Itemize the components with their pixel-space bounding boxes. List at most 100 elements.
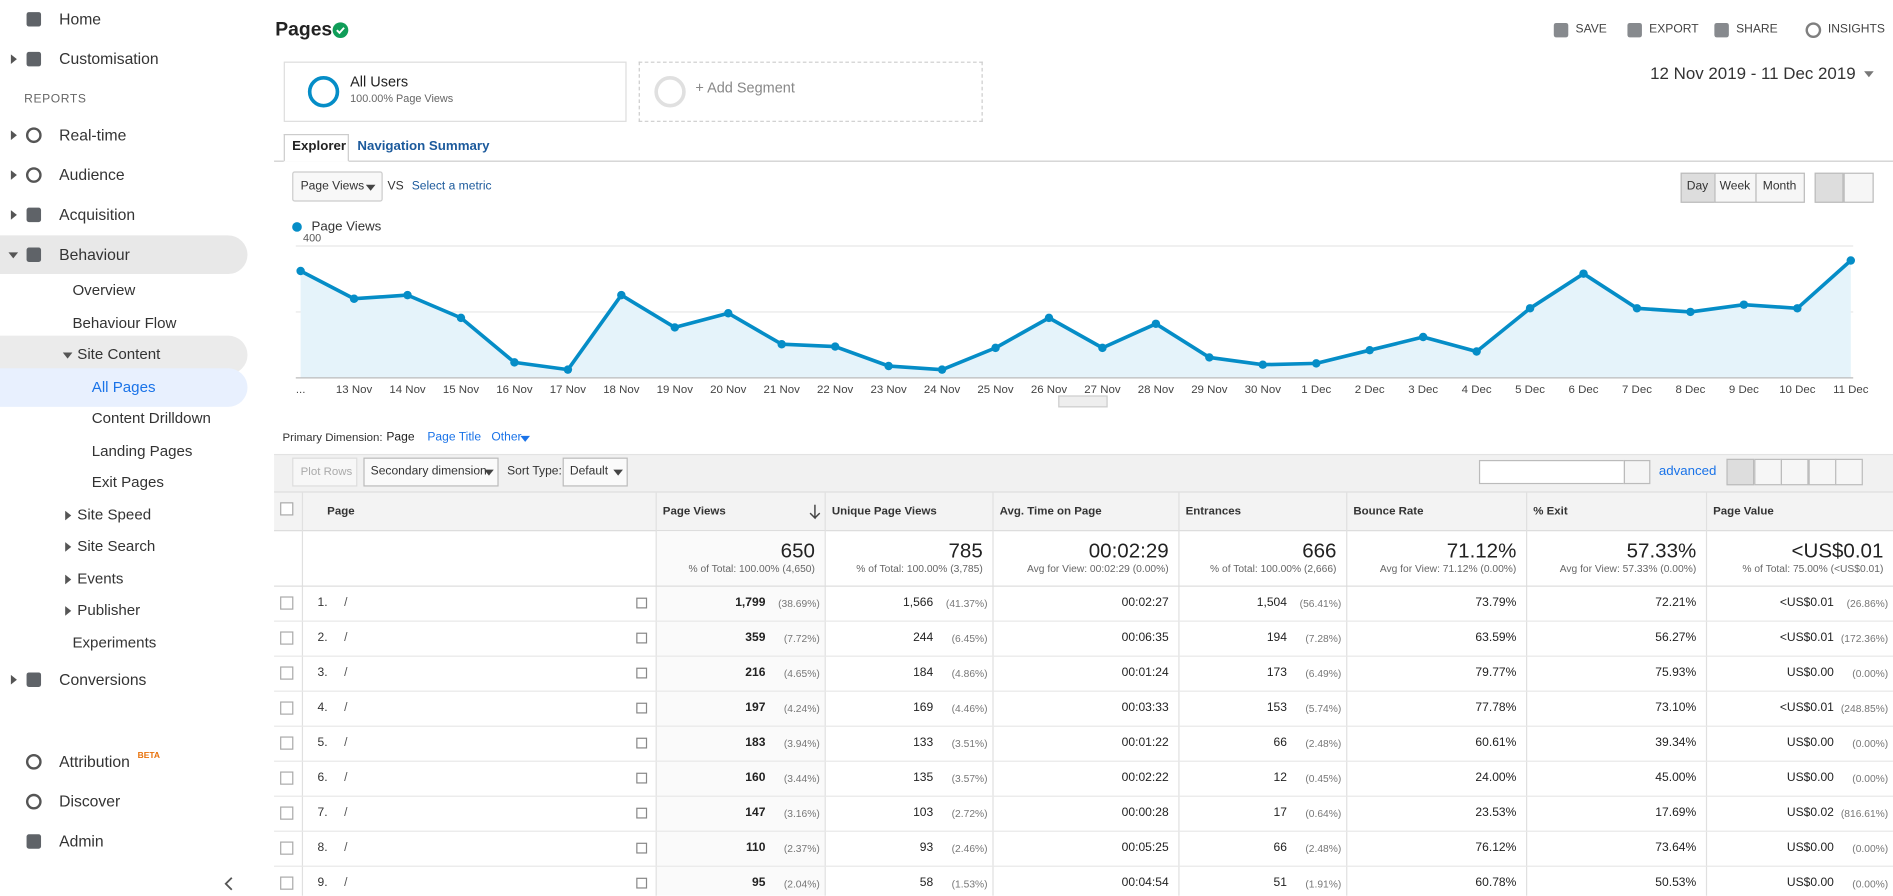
data-point[interactable] [1044, 313, 1054, 323]
add-segment-box[interactable] [638, 61, 983, 122]
page-path[interactable]: / [344, 630, 348, 645]
nav-item[interactable]: Site Content [77, 345, 161, 363]
page-path[interactable]: / [344, 875, 348, 890]
page-path[interactable]: / [344, 700, 348, 715]
nav-item[interactable]: Site Search [77, 537, 156, 555]
open-link-icon[interactable] [636, 737, 648, 748]
view-button[interactable] [1808, 458, 1837, 486]
nav-item[interactable]: Acquisition [59, 205, 136, 224]
data-point[interactable] [1151, 319, 1161, 329]
row-checkbox[interactable] [280, 735, 294, 750]
data-point[interactable] [1472, 347, 1481, 356]
data-point[interactable] [617, 290, 626, 300]
nav-item[interactable]: Site Speed [77, 506, 152, 524]
row-checkbox[interactable] [280, 875, 294, 890]
dimension-option[interactable]: Page Title [427, 431, 482, 445]
column-header[interactable]: Avg. Time on Page [999, 505, 1102, 519]
period-button[interactable] [1755, 172, 1805, 203]
open-link-icon[interactable] [636, 772, 648, 783]
open-link-icon[interactable] [636, 877, 648, 888]
data-point[interactable] [349, 294, 359, 303]
view-button[interactable] [1835, 458, 1864, 486]
column-header[interactable]: Entrances [1185, 505, 1242, 519]
row-checkbox[interactable] [280, 700, 294, 715]
data-point[interactable] [1793, 304, 1802, 313]
add-segment[interactable]: + Add Segment [695, 79, 795, 97]
data-point[interactable] [403, 290, 412, 300]
row-checkbox[interactable] [280, 665, 294, 680]
column-header[interactable]: Unique Page Views [831, 505, 937, 519]
row-checkbox[interactable] [280, 840, 294, 855]
data-point[interactable] [884, 361, 893, 371]
page-path[interactable]: / [344, 665, 348, 680]
open-link-icon[interactable] [636, 597, 648, 608]
chart-type-line[interactable] [1814, 172, 1844, 203]
tab[interactable]: Explorer [292, 139, 347, 154]
data-point[interactable] [777, 340, 786, 349]
row-checkbox[interactable] [280, 595, 294, 610]
secondary-select[interactable] [363, 457, 499, 487]
data-point[interactable] [1632, 304, 1642, 313]
nav-item[interactable]: Real-time [59, 125, 127, 144]
nav-item[interactable]: Customisation [59, 49, 159, 68]
data-point[interactable] [1098, 343, 1107, 353]
data-point[interactable] [1205, 353, 1214, 362]
view-button[interactable] [1726, 458, 1755, 486]
data-point[interactable] [1365, 345, 1374, 355]
open-link-icon[interactable] [636, 632, 648, 643]
select-metric[interactable]: Select a metric [411, 179, 492, 194]
page-path[interactable]: / [344, 595, 348, 610]
data-point[interactable] [1418, 332, 1428, 342]
nav-item[interactable]: Exit Pages [91, 473, 164, 491]
search-button[interactable] [1623, 459, 1651, 485]
action-button[interactable]: INSIGHTS [1827, 22, 1885, 37]
nav-item[interactable]: Content Drilldown [91, 409, 211, 427]
nav-item[interactable]: Behaviour [59, 245, 130, 264]
data-point[interactable] [296, 266, 305, 276]
period-button[interactable] [1680, 172, 1716, 203]
nav-item[interactable]: Publisher [77, 601, 141, 619]
data-point[interactable] [1258, 360, 1268, 369]
column-header[interactable]: Page [327, 505, 355, 519]
data-point[interactable] [1686, 307, 1695, 317]
nav-item[interactable]: Behaviour Flow [72, 314, 177, 332]
nav-item[interactable]: Landing Pages [91, 442, 193, 460]
nav-item[interactable]: Events [77, 570, 124, 588]
data-point[interactable] [1846, 256, 1856, 265]
nav-item[interactable]: Conversions [59, 670, 147, 689]
date-range[interactable]: 12 Nov 2019 - 11 Dec 2019 [1650, 63, 1856, 83]
column-header[interactable]: Page Value [1713, 505, 1774, 519]
action-button[interactable]: SHARE [1736, 22, 1778, 37]
data-point[interactable] [1739, 300, 1749, 309]
search-input[interactable] [1478, 459, 1626, 485]
data-point[interactable] [1579, 269, 1588, 278]
legend-label[interactable]: Page Views [311, 218, 381, 233]
dimension-option[interactable]: Other [491, 431, 522, 445]
data-point[interactable] [1525, 304, 1535, 313]
data-point[interactable] [510, 358, 519, 367]
column-header[interactable]: % Exit [1533, 505, 1568, 519]
plot-rows-button[interactable] [292, 457, 358, 487]
view-button[interactable] [1753, 458, 1782, 486]
open-link-icon[interactable] [636, 667, 648, 678]
header-checkbox[interactable] [280, 502, 294, 516]
nav-item[interactable]: Discover [59, 792, 121, 811]
nav-item[interactable]: Admin [59, 832, 104, 851]
row-checkbox[interactable] [280, 630, 294, 645]
segment-box[interactable] [283, 61, 627, 122]
chart-resize-handle[interactable] [1058, 395, 1108, 408]
data-point[interactable] [991, 343, 1000, 353]
data-point[interactable] [937, 365, 947, 374]
action-button[interactable]: EXPORT [1649, 22, 1699, 37]
dimension-option[interactable]: Page [386, 431, 415, 445]
nav-item[interactable]: Overview [72, 281, 136, 299]
data-point[interactable] [563, 365, 573, 374]
row-checkbox[interactable] [280, 805, 294, 820]
column-header[interactable]: Page Views [662, 505, 726, 519]
data-point[interactable] [830, 342, 840, 351]
nav-item[interactable]: Audience [59, 165, 125, 184]
tab[interactable]: Navigation Summary [357, 139, 490, 154]
nav-item[interactable]: Attribution [59, 752, 130, 771]
action-button[interactable]: SAVE [1575, 22, 1607, 37]
page-path[interactable]: / [344, 805, 348, 820]
